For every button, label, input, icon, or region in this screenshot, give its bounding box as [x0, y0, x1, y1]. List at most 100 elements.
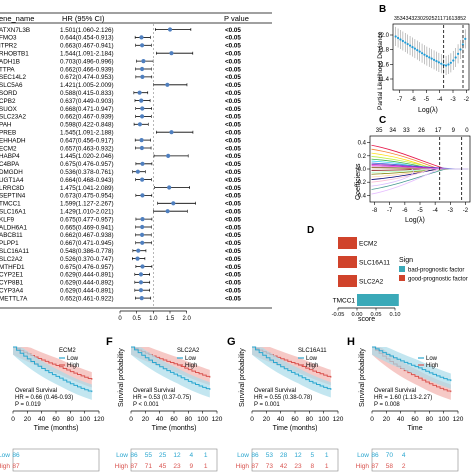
km-risk-low-count: 86	[130, 452, 138, 459]
panel-c-top-tick-label: 17	[435, 128, 442, 134]
forest-hr-text: 0.629(0.444-0.891)	[60, 272, 114, 279]
panel-b-point	[425, 55, 428, 58]
forest-p-value: <0.05	[225, 106, 241, 113]
km-risk-low-count: 53	[266, 452, 274, 459]
panel-b-point	[408, 44, 412, 47]
forest-p-value: <0.05	[225, 58, 241, 65]
forest-point	[140, 264, 145, 269]
forest-hr-text: 0.588(0.415-0.833)	[60, 90, 114, 97]
km-x-tick-label: 80	[67, 416, 75, 423]
forest-p-value: <0.05	[225, 256, 241, 263]
panel-b-frame	[392, 23, 470, 91]
forest-p-value: <0.05	[225, 51, 241, 58]
km-risk-high-label: High	[115, 463, 129, 470]
panel-b-x-tick-label: -4	[437, 97, 443, 103]
km-risk-low-label: Low	[116, 452, 128, 459]
panel-c-y-tick-label: 0.2	[358, 154, 367, 160]
panel-c-x-ticks: -8 -7 -6 -5 -4 -3 -2	[372, 202, 469, 214]
forest-point	[140, 240, 145, 245]
forest-point	[139, 35, 144, 40]
km-risk-high-count: 42	[280, 463, 288, 470]
panel-c-x-tick-label: -3	[448, 208, 454, 214]
forest-gene-label: SORD	[0, 90, 18, 97]
forest-hr-text: 0.672(0.474-0.953)	[60, 74, 114, 81]
forest-p-value: <0.05	[225, 82, 241, 89]
panel-b-y-tick-label: 11.4	[378, 77, 390, 83]
panel-c-top-tick-label: 35	[376, 128, 383, 134]
panel-b-y-tick-label: 12.0	[377, 33, 389, 39]
panel-c-top-tick-label: 26	[418, 128, 425, 134]
km-x-tick-label: 0	[11, 416, 15, 423]
forest-point	[140, 74, 145, 79]
km-legend-low: Low	[426, 356, 438, 362]
forest-point	[141, 59, 146, 64]
km-ylabel: Survival probability	[118, 348, 125, 407]
km-risk-low-count: 12	[173, 452, 181, 459]
km-x-tick-label: 0	[129, 416, 133, 423]
km-risk-low-count: 70	[386, 452, 394, 459]
panel-c-x-tick-label: -4	[432, 208, 438, 214]
km-x-tick-label: 60	[411, 416, 419, 423]
forest-gene-label: ATXN7L3B	[0, 27, 30, 34]
km-risk-high-count: 1	[325, 463, 329, 470]
forest-point	[140, 106, 145, 111]
forest-axis-tick-label: 1.5	[166, 316, 175, 322]
panel-b-point	[416, 49, 419, 52]
km-legend-high: High	[426, 363, 438, 369]
km-risk-low-count: 25	[159, 452, 167, 459]
panel-c-x-tick-label: -6	[402, 208, 408, 214]
panel-d-letter: D	[307, 225, 314, 236]
km-legend-low: Low	[67, 356, 79, 362]
forest-hr-text: 0.667(0.471-0.945)	[60, 240, 114, 247]
panel-c-y-tick-label: 0.0	[358, 167, 367, 173]
km-x-tick-label: 80	[306, 416, 314, 423]
km-risk-high-count: 45	[159, 463, 167, 470]
forest-gene-label: CYP3A4	[0, 288, 24, 295]
forest-hr-text: 0.637(0.449-0.903)	[60, 98, 114, 105]
panel-d-axis-tick-label: 0.05	[371, 312, 382, 318]
forest-hr-text: 0.644(0.454-0.913)	[60, 35, 114, 42]
panel-b-x-ticks: -7 -6 -5 -4 -3 -2	[397, 90, 470, 103]
km-panel: H Survival probability 0 20 40 60 80 100 120 Time…	[347, 336, 464, 472]
km-x-tick-label: 40	[397, 416, 405, 423]
km-risk-table	[371, 448, 459, 472]
forest-point	[140, 177, 145, 182]
km-risk-table	[251, 448, 339, 472]
km-curve	[252, 346, 332, 390]
forest-gene-label: METTL7A	[0, 295, 28, 302]
forest-p-value: <0.05	[225, 264, 241, 271]
forest-p-value: <0.05	[225, 216, 241, 223]
panel-b-point	[454, 56, 457, 59]
forest-point	[138, 272, 144, 277]
forest-col-hr: HR (95% CI)	[62, 14, 105, 23]
forest-hr-text: 0.673(0.475-0.954)	[60, 193, 114, 200]
forest-p-value: <0.05	[225, 98, 241, 105]
panel-b-point	[423, 53, 426, 56]
forest-gene-label: CYP8B1	[0, 280, 24, 287]
forest-point	[165, 209, 170, 214]
forest-gene-label: SLC5A6	[0, 82, 23, 89]
panel-b-point	[437, 61, 440, 64]
forest-x-axis: 0 0.5 1.0 1.5 2.0	[118, 310, 191, 322]
forest-hr-text: 0.647(0.456-0.917)	[60, 137, 114, 144]
panel-b-letter: B	[379, 4, 386, 15]
forest-gene-label: ALDH6A1	[0, 224, 27, 231]
km-p-label: P = 0.001	[254, 402, 280, 408]
panel-b-point	[452, 59, 455, 62]
panel-c-x-tick-label: -7	[387, 208, 393, 214]
forest-col-p: P value	[224, 14, 249, 23]
forest-p-value: <0.05	[225, 201, 241, 208]
km-legend-gene: SLC16A11	[298, 348, 327, 354]
forest-p-value: <0.05	[225, 43, 241, 50]
panel-d-score-bars: D ECM2 SLC16A11 SLC2A2 TMCC1 -0.05 0.00 0.05 0…	[307, 225, 468, 323]
forest-gene-label: EHHADH	[0, 137, 26, 144]
km-risk-high-label: High	[356, 463, 370, 470]
km-risk-low-count: 1	[204, 452, 208, 459]
km-legend-high: High	[67, 363, 79, 369]
forest-point	[169, 51, 174, 56]
panel-d-bar-label: TMCC1	[333, 298, 356, 305]
km-os-label: Overall Survival	[133, 388, 175, 394]
panel-b-point	[440, 62, 443, 65]
forest-p-value: <0.05	[225, 161, 241, 168]
